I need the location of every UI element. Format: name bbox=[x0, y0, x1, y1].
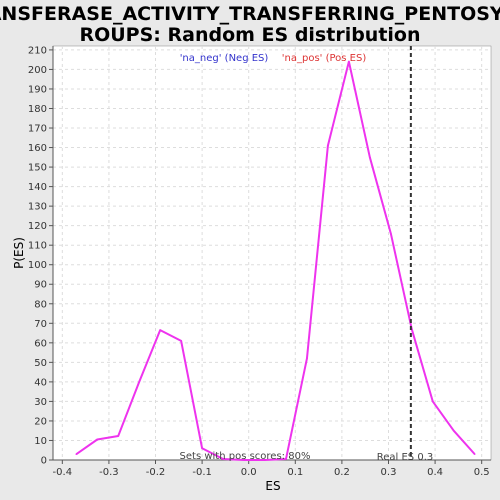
real-es-label: Real ES 0.3 bbox=[377, 452, 433, 463]
x-tick-label: 0.0 bbox=[241, 467, 257, 478]
y-tick-label: 180 bbox=[28, 104, 47, 115]
data-point bbox=[306, 357, 308, 360]
y-tick-label: 20 bbox=[34, 416, 47, 427]
x-tick-label: 0.3 bbox=[381, 467, 397, 478]
y-tick-label: 150 bbox=[28, 163, 47, 174]
x-tick-label: -0.3 bbox=[99, 467, 119, 478]
data-point bbox=[327, 144, 329, 147]
plot-area bbox=[52, 45, 492, 461]
y-tick-label: 130 bbox=[28, 202, 47, 213]
y-tick-label: 60 bbox=[34, 338, 47, 349]
y-tick-label: 160 bbox=[28, 143, 47, 154]
data-point bbox=[390, 232, 392, 235]
x-tick-label: 0.5 bbox=[474, 467, 490, 478]
y-tick-label: 70 bbox=[34, 319, 47, 330]
es-distribution-line bbox=[75, 60, 476, 461]
data-point bbox=[201, 447, 203, 450]
x-tick-label: 0.1 bbox=[287, 467, 303, 478]
data-point bbox=[348, 60, 350, 63]
x-tick-label: 0.4 bbox=[427, 467, 443, 478]
data-point bbox=[159, 329, 161, 331]
y-tick-label: 200 bbox=[28, 65, 47, 76]
data-point bbox=[369, 156, 371, 159]
pos-es-label: 'na_pos' (Pos ES) bbox=[282, 53, 367, 64]
data-point bbox=[222, 458, 224, 460]
y-tick-label: 100 bbox=[28, 260, 47, 271]
x-tick-label: -0.2 bbox=[146, 467, 166, 478]
y-tick-label: 90 bbox=[34, 280, 47, 291]
x-tick-label: 0.2 bbox=[334, 467, 350, 478]
data-point bbox=[75, 453, 78, 455]
chart-title-line-1: TRANSFERASE_ACTIVITY_TRANSFERRING_PENTOS… bbox=[0, 3, 500, 25]
neg-es-label: 'na_neg' (Neg ES) bbox=[180, 53, 269, 64]
data-point bbox=[264, 459, 266, 461]
data-point bbox=[117, 435, 120, 437]
y-tick-label: 120 bbox=[28, 221, 47, 232]
data-point bbox=[473, 453, 476, 455]
x-tick-label: -0.1 bbox=[192, 467, 212, 478]
y-tick-label: 210 bbox=[28, 45, 47, 56]
y-tick-label: 40 bbox=[34, 377, 47, 388]
y-tick-label: 10 bbox=[34, 436, 47, 447]
y-tick-label: 140 bbox=[28, 182, 47, 193]
y-axis-label: P(ES) bbox=[12, 237, 26, 269]
y-tick-label: 170 bbox=[28, 124, 47, 135]
data-point bbox=[138, 381, 141, 383]
chart-title-line-2: ROUPS: Random ES distribution bbox=[79, 24, 420, 46]
data-point bbox=[180, 340, 182, 342]
x-axis-label: ES bbox=[265, 479, 280, 493]
y-tick-label: 80 bbox=[34, 299, 47, 310]
y-tick-label: 0 bbox=[41, 456, 47, 467]
data-point bbox=[285, 458, 287, 460]
y-axis: 0 10 20 30 40 50 60 70 80 90 100 110 120 130 140 150 160… bbox=[28, 45, 54, 467]
sets-with-pos-scores: Sets with pos scores: 80% bbox=[180, 451, 311, 462]
data-point bbox=[431, 400, 434, 403]
series bbox=[75, 60, 476, 461]
x-tick-label: -0.4 bbox=[53, 467, 73, 478]
data-point bbox=[243, 459, 245, 461]
grid bbox=[53, 46, 491, 460]
y-tick-label: 50 bbox=[34, 358, 47, 369]
x-axis: -0.4 -0.3 -0.2 -0.1 0.0 0.1 0.2 0.3 0.4 0.5 bbox=[53, 459, 491, 478]
y-tick-label: 110 bbox=[28, 241, 47, 252]
data-point bbox=[452, 429, 455, 432]
y-tick-label: 30 bbox=[34, 397, 47, 408]
y-tick-label: 190 bbox=[28, 84, 47, 95]
data-point bbox=[96, 438, 99, 441]
